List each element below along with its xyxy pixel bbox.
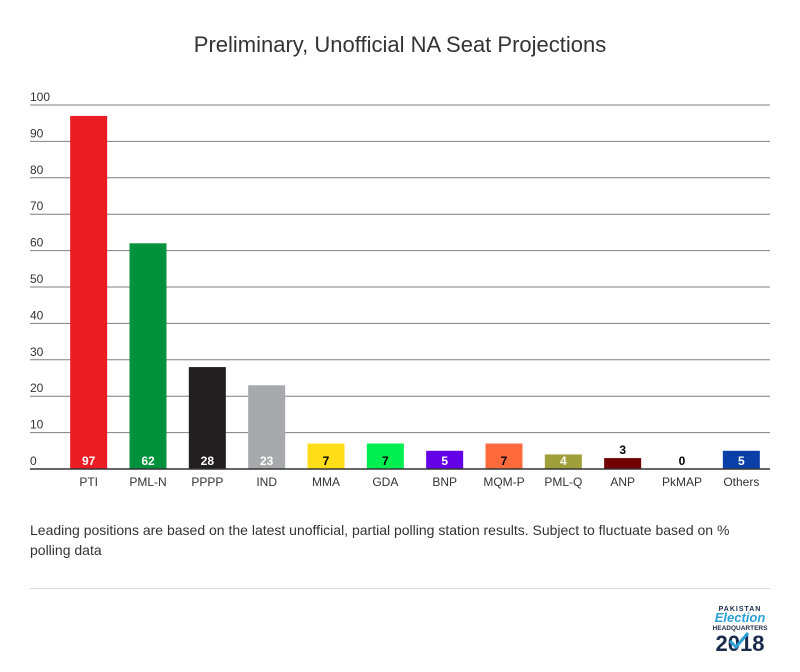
x-tick-label: MQM-P xyxy=(483,475,524,489)
footnote-divider xyxy=(30,588,770,589)
data-label: 97 xyxy=(82,454,96,468)
y-tick-label: 0 xyxy=(30,454,37,468)
bar-others xyxy=(722,450,760,469)
bar-bnp xyxy=(426,450,464,469)
bar-pti xyxy=(70,115,108,470)
y-tick-label: 80 xyxy=(30,163,44,177)
x-tick-label: PTI xyxy=(79,475,98,489)
x-tick-label: PkMAP xyxy=(662,475,702,489)
data-label: 7 xyxy=(323,454,330,468)
y-tick-label: 40 xyxy=(30,308,44,322)
bar-pml-q xyxy=(544,454,582,469)
x-tick-label: MMA xyxy=(312,475,340,489)
data-label: 0 xyxy=(679,454,686,468)
x-tick-label: PML-Q xyxy=(544,475,582,489)
data-label: 7 xyxy=(382,454,389,468)
data-label: 7 xyxy=(501,454,508,468)
y-tick-label: 100 xyxy=(30,90,50,104)
y-tick-label: 70 xyxy=(30,199,44,213)
data-label: 3 xyxy=(619,443,626,457)
y-tick-label: 20 xyxy=(30,381,44,395)
chart-title: Preliminary, Unofficial NA Seat Projecti… xyxy=(193,32,607,57)
footnote: Leading positions are based on the lates… xyxy=(30,522,730,558)
bar-chart: 010203040506070809010097PTI62PML-N28PPPP… xyxy=(30,90,770,489)
x-tick-label: PML-N xyxy=(129,475,166,489)
bar-pppp xyxy=(188,367,226,469)
logo-sub-text: HEADQUARTERS xyxy=(713,625,769,632)
y-tick-label: 30 xyxy=(30,345,44,359)
data-label: 5 xyxy=(441,454,448,468)
data-label: 4 xyxy=(560,454,567,468)
x-tick-label: GDA xyxy=(372,475,398,489)
bar-ind xyxy=(248,385,286,469)
x-tick-label: ANP xyxy=(610,475,635,489)
logo-top-text: PAKISTAN xyxy=(719,606,762,613)
x-tick-label: IND xyxy=(256,475,277,489)
bar-anp xyxy=(604,458,642,469)
y-tick-label: 10 xyxy=(30,418,44,432)
x-tick-label: PPPP xyxy=(191,475,223,489)
data-label: 23 xyxy=(260,454,274,468)
y-tick-label: 90 xyxy=(30,126,44,140)
election-hq-logo: PAKISTAN Election HEADQUARTERS 2018 xyxy=(713,606,769,655)
data-label: 5 xyxy=(738,454,745,468)
data-label: 28 xyxy=(201,454,215,468)
data-label: 62 xyxy=(141,454,155,468)
bar-pml-n xyxy=(129,243,167,469)
bar-mqm-p xyxy=(485,443,523,469)
logo-check-mark xyxy=(728,632,750,650)
y-tick-label: 60 xyxy=(30,236,44,250)
y-tick-label: 50 xyxy=(30,272,44,286)
x-tick-label: BNP xyxy=(432,475,457,489)
logo-mid-text: Election xyxy=(715,610,766,625)
x-tick-label: Others xyxy=(723,475,759,489)
bar-mma xyxy=(307,443,345,469)
bar-gda xyxy=(366,443,404,469)
